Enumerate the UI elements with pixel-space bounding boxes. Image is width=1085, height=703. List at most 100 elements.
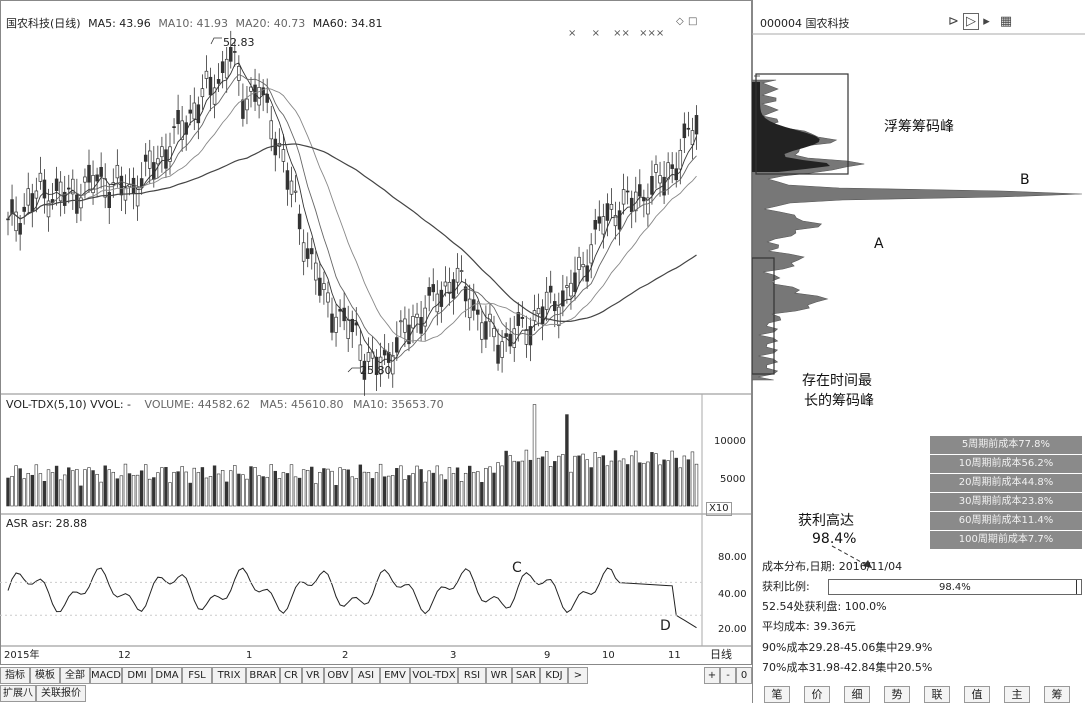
tab-dma-5[interactable]: DMA [152,667,182,684]
forward-icon[interactable]: ▸ [983,14,990,29]
volume-bar [38,473,43,507]
toolbar-x-icon[interactable]: × [568,28,577,39]
volume-bar [504,450,508,507]
volume-bar [216,473,221,507]
volume-bar [634,450,638,507]
main-chart-panel[interactable]: 国农科技(日线) MA5: 43.96 MA10: 41.93 MA20: 40… [0,0,752,665]
volume-bar [18,468,22,507]
candle-body [172,126,176,128]
candle-body [192,102,197,120]
candle-body [658,175,662,184]
volume-bar [350,476,354,507]
candle-body [18,223,22,235]
tab-related-quote[interactable]: 关联报价 [36,685,86,702]
tab-emv-13[interactable]: EMV [380,667,410,684]
candle-body [95,174,99,182]
tab-linked[interactable]: 联 [924,686,950,703]
candle-body [666,162,670,180]
toolbar-x-icon[interactable]: × [591,28,600,39]
tab-kdj-18[interactable]: KDJ [540,667,568,684]
volume-bar [670,450,674,507]
tab--2[interactable]: 全部 [60,667,90,684]
candle-body [496,344,500,364]
toolbar-xx-icon[interactable]: ×× [613,28,630,39]
tab-fsl-6[interactable]: FSL [182,667,212,684]
play-icon[interactable]: ⊳ [948,14,959,29]
tab-macd-3[interactable]: MACD [90,667,122,684]
tab-rsi-15[interactable]: RSI [458,667,486,684]
volume-bar [601,455,606,507]
tab-brar-8[interactable]: BRAR [246,667,280,684]
tab-detail[interactable]: 细 [844,686,870,703]
volume-bar [95,473,99,507]
tab-chips[interactable]: 筹 [1044,686,1070,703]
volume-bar [638,462,642,507]
tab-vr-10[interactable]: VR [302,667,324,684]
candle-body [484,321,488,340]
panel-control-icons[interactable]: ⊳ ▷ ▸ ▦ [948,13,1013,30]
chart-canvas[interactable] [0,0,752,665]
tab-dmi-4[interactable]: DMI [122,667,152,684]
volume-bar [589,467,593,507]
volume-bar [593,452,597,507]
volume-bar [451,473,456,507]
tab--1[interactable]: 模板 [30,667,60,684]
zoom-out-button[interactable]: - [720,667,736,684]
long-chip-peak-label-line2: 长的筹码峰 [804,393,874,409]
tab-trend[interactable]: 势 [884,686,910,703]
step-icon[interactable]: ▷ [963,13,980,30]
toolbar-diamond-icon[interactable]: ◇ [676,16,684,27]
volume-bar [46,469,51,507]
zoom-in-button[interactable]: + [704,667,720,684]
tab-extend8[interactable]: 扩展八 [0,685,36,702]
volume-bar [54,465,59,507]
candle-body [427,287,431,296]
tab-voltdx-14[interactable]: VOL-TDX [410,667,458,684]
volume-bar [314,483,318,507]
volume-bar [516,461,521,507]
volume-bar [597,457,602,507]
volume-bar [366,472,371,507]
tab-trades[interactable]: 笔 [764,686,790,703]
toolbar-square-icon[interactable]: □ [688,16,698,27]
tab-main[interactable]: 主 [1004,686,1030,703]
volume-bar [261,476,265,507]
volume-bar [492,472,496,507]
tab-trix-7[interactable]: TRIX [212,667,246,684]
tab--0[interactable]: 指标 [0,667,30,684]
chip-distribution-panel[interactable]: 50.0047.5045.0042.5040.0037.5035.0032.50… [752,0,1085,703]
volume-bar [532,404,537,507]
candle-body [589,244,593,264]
tab-price[interactable]: 价 [804,686,830,703]
period-label[interactable]: 日线 [710,648,732,661]
candle-body [196,104,201,124]
volume-bar [694,463,699,507]
tab-asi-12[interactable]: ASI [352,667,380,684]
tab-value[interactable]: 值 [964,686,990,703]
grid-icon[interactable]: ▦ [999,14,1013,29]
tab-wr-16[interactable]: WR [486,667,512,684]
candle-body [694,115,699,135]
tab-sar-17[interactable]: SAR [512,667,540,684]
volume-bar [34,464,39,507]
tab-obv-11[interactable]: OBV [324,667,352,684]
volume-bar [233,465,237,507]
reset-button[interactable]: 0 [736,667,752,684]
volume-bar [318,471,322,507]
volume-bar [103,465,107,507]
ma60-line [7,143,697,322]
volume-axis-top: 10000 [714,436,746,447]
profit-label-line2: 98.4% [812,531,857,547]
candle-body [609,203,614,210]
candle-body [22,206,26,212]
tab-cr-9[interactable]: CR [280,667,302,684]
candle-body [504,333,508,337]
volume-bar [553,461,557,507]
ma5-label: MA5: 43.96 [88,17,151,30]
candle-body [10,199,14,214]
volume-bar [419,469,423,507]
tab--19[interactable]: > [568,667,588,684]
volume-bar [674,457,678,507]
toolbar-xxx-icon[interactable]: ××× [639,28,665,39]
volume-bar [115,478,120,507]
